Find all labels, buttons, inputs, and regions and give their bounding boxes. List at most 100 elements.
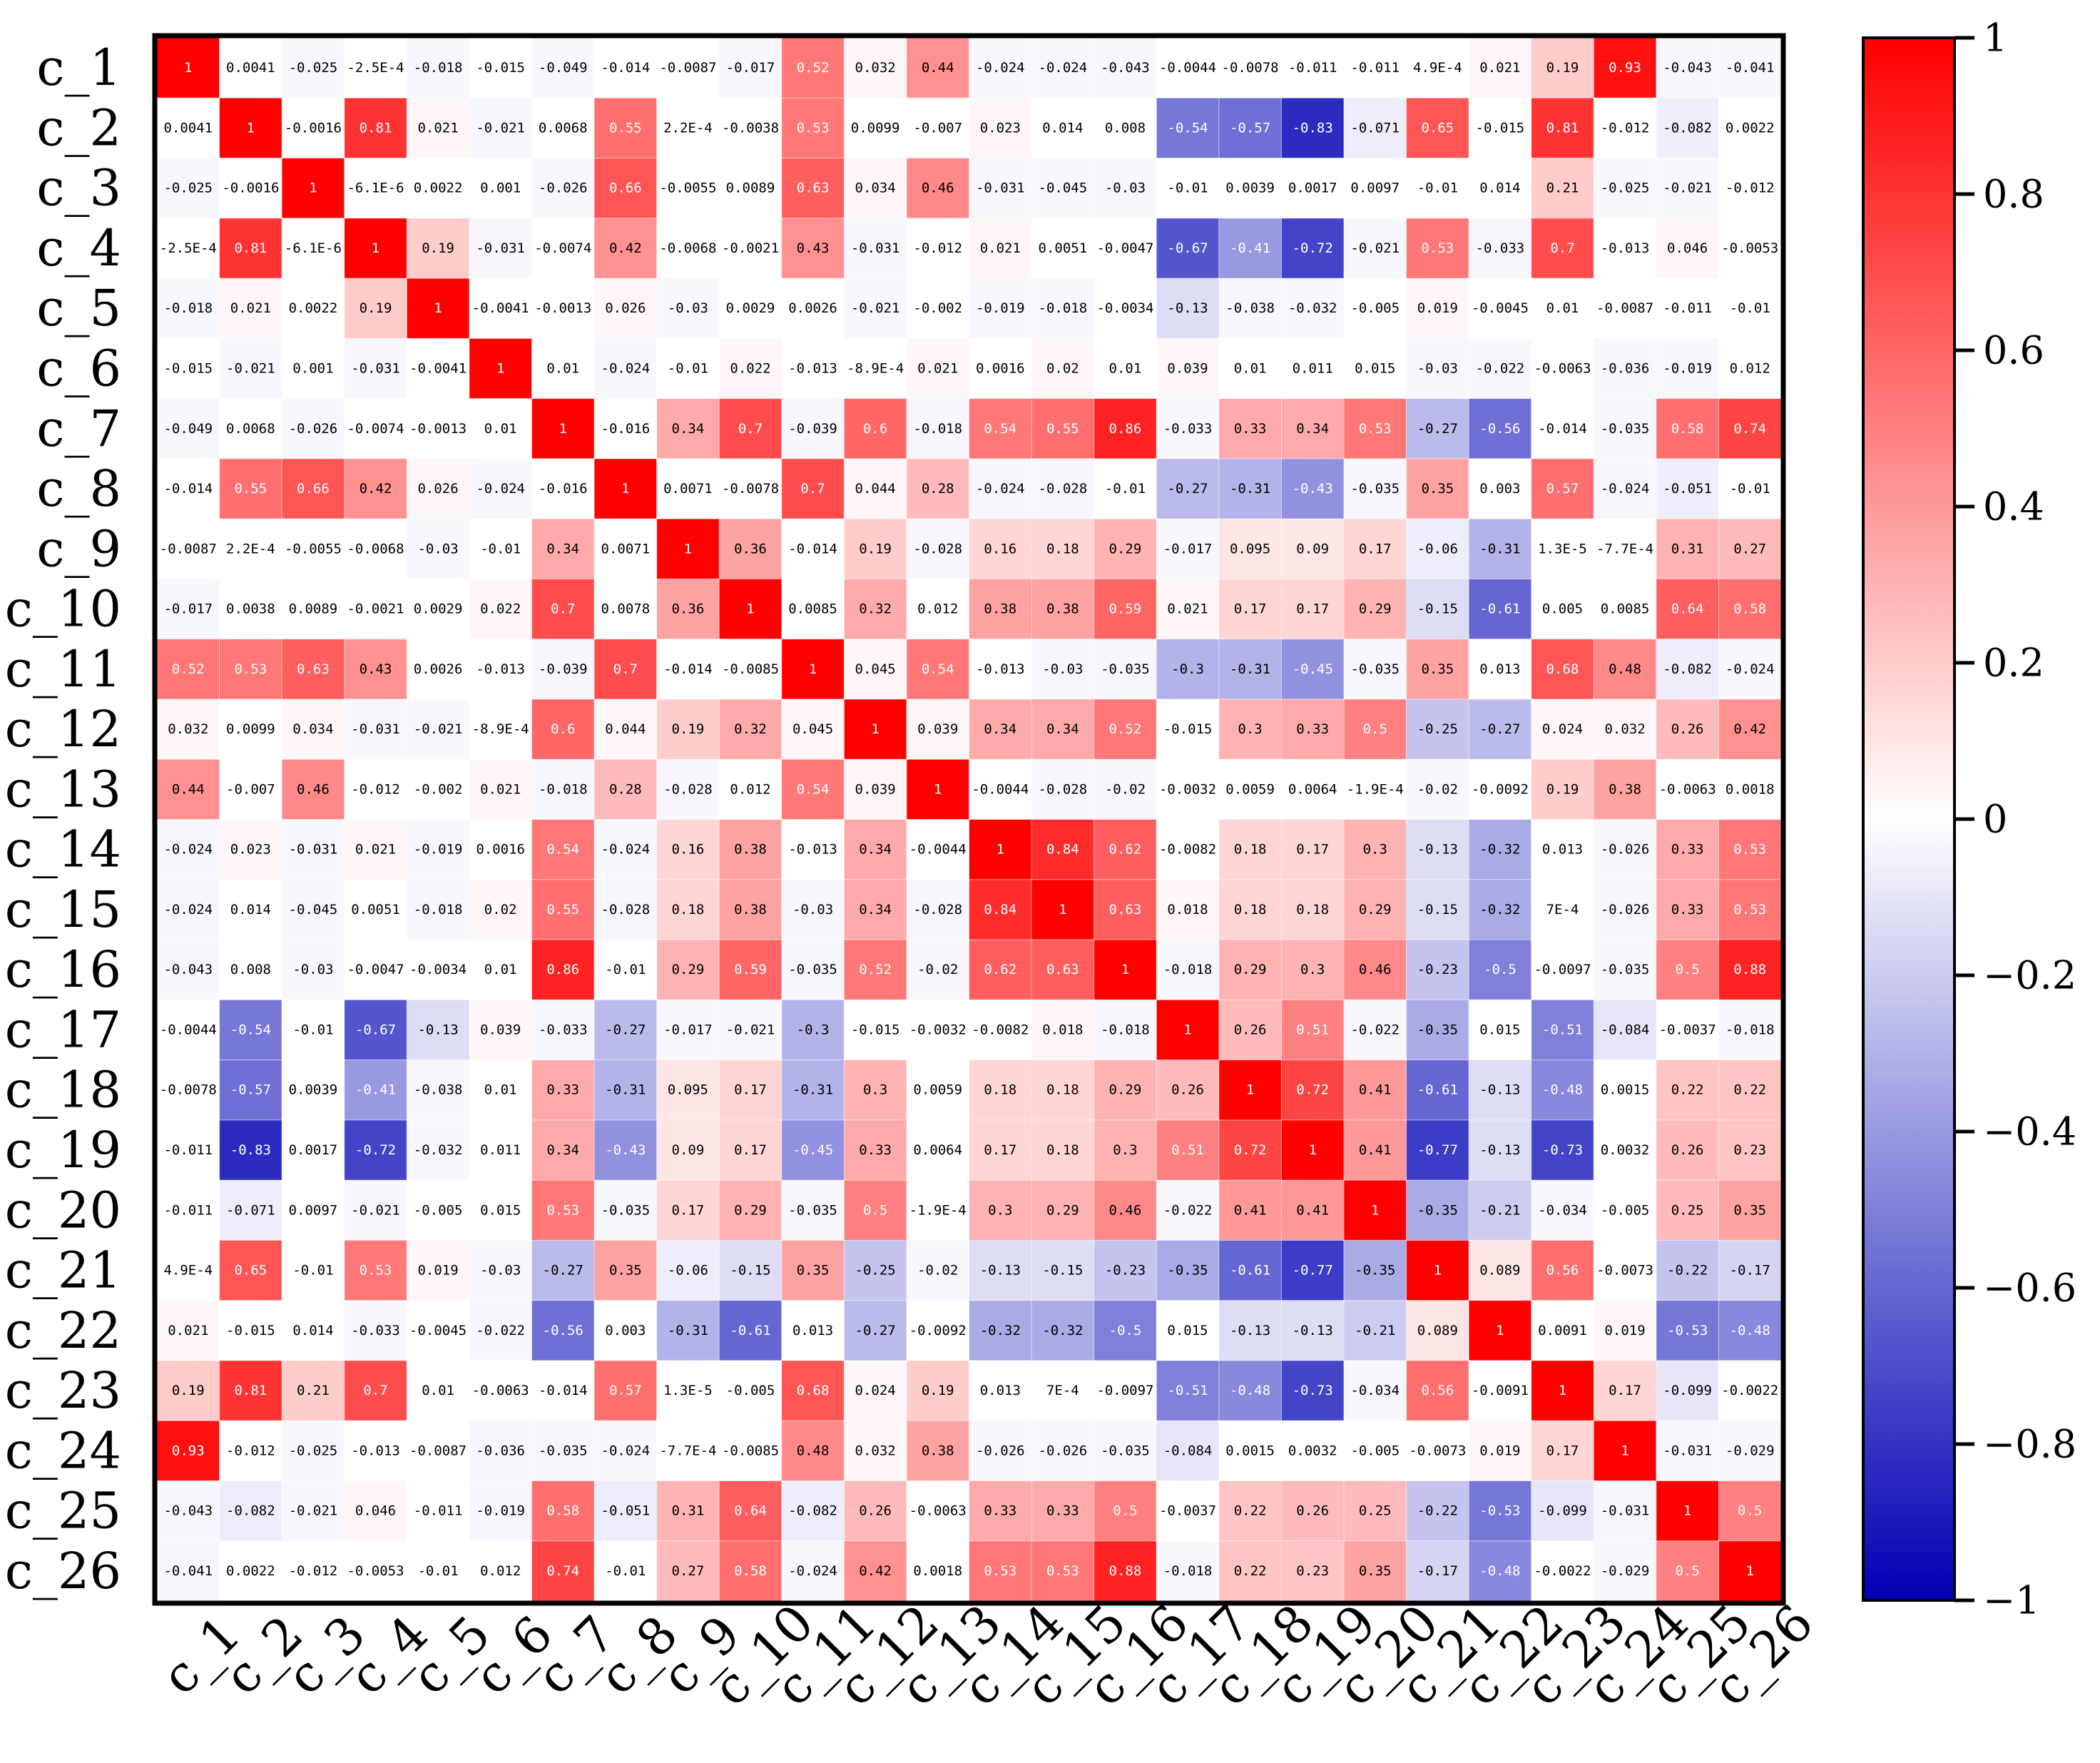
cell-value-label: -0.045: [1039, 181, 1088, 196]
heatmap-cell-c_19-c_15: [1031, 1119, 1095, 1182]
cell-value-label: 0.3: [1238, 721, 1262, 737]
cell-value-label: -0.018: [1163, 1563, 1213, 1579]
heatmap-cell-c_25-c_26: [1718, 1480, 1783, 1542]
cell-value-label: -0.0032: [1159, 781, 1216, 797]
cell-value-label: 0.19: [422, 240, 454, 256]
cell-value-label: 0.74: [546, 1563, 579, 1579]
heatmap-cell-c_4-c_7: [531, 218, 596, 280]
cell-value-label: -0.051: [601, 1503, 651, 1519]
heatmap-cell-c_15-c_16: [1094, 879, 1158, 941]
cell-value-label: 0.0041: [163, 120, 213, 136]
cell-value-label: 0.015: [1167, 1323, 1208, 1338]
row-label-c_11: c_11: [5, 640, 121, 698]
cell-value-label: -0.071: [1350, 120, 1400, 136]
cell-value-label: -0.082: [1663, 661, 1712, 677]
heatmap-cell-c_10-c_22: [1468, 578, 1532, 640]
heatmap-cell-c_23-c_13: [906, 1360, 970, 1422]
heatmap-cell-c_18-c_20: [1343, 1060, 1407, 1121]
heatmap-cell-c_20-c_7: [531, 1179, 596, 1241]
heatmap-cell-c_12-c_20: [1343, 698, 1407, 761]
cell-value-label: 0.001: [480, 181, 521, 196]
cell-value-label: -0.005: [1350, 1443, 1400, 1458]
cell-value-label: 0.54: [984, 421, 1016, 437]
cell-value-label: 0.59: [734, 962, 767, 977]
heatmap-cell-c_4-c_13: [906, 218, 970, 280]
heatmap-cell-c_3-c_18: [1218, 158, 1283, 219]
heatmap-cell-c_18-c_6: [469, 1060, 533, 1121]
heatmap-cell-c_11-c_4: [344, 639, 408, 701]
cell-value-label: 0.81: [360, 120, 392, 136]
cell-value-label: 0.16: [984, 541, 1016, 557]
cell-value-label: 1: [1121, 962, 1129, 977]
heatmap-cell-c_4-c_20: [1343, 218, 1407, 280]
heatmap-cell-c_21-c_5: [406, 1239, 470, 1301]
heatmap-cell-c_14-c_25: [1656, 819, 1720, 880]
cell-value-label: -0.021: [476, 120, 525, 136]
cell-value-label: -0.014: [601, 60, 651, 76]
heatmap-cell-c_22-c_10: [718, 1300, 783, 1362]
cell-value-label: 0.48: [1609, 661, 1641, 677]
cell-value-label: -0.005: [414, 1202, 463, 1218]
heatmap-cell-c_14-c_23: [1531, 819, 1595, 880]
heatmap-cell-c_4-c_4: [344, 218, 408, 280]
heatmap-cell-c_16-c_19: [1280, 939, 1345, 1001]
heatmap-cell-c_15-c_19: [1280, 879, 1345, 941]
cell-value-label: 1: [1496, 1323, 1504, 1338]
heatmap-cell-c_14-c_5: [406, 819, 470, 880]
heatmap-cell-c_13-c_19: [1280, 758, 1345, 820]
heatmap-cell-c_23-c_15: [1031, 1360, 1095, 1422]
cell-value-label: 0.62: [1109, 842, 1142, 858]
cell-value-label: -0.57: [230, 1082, 271, 1098]
cell-value-label: 0.34: [859, 842, 892, 858]
cell-value-label: 0.026: [605, 300, 646, 316]
cell-value-label: -0.031: [1663, 1443, 1712, 1458]
heatmap-cell-c_10-c_3: [281, 578, 345, 640]
heatmap-cell-c_2-c_23: [1531, 97, 1595, 159]
heatmap-cell-c_17-c_20: [1343, 999, 1407, 1061]
heatmap-cell-c_21-c_25: [1656, 1239, 1720, 1301]
heatmap-cell-c_5-c_11: [781, 278, 845, 340]
heatmap-cell-c_19-c_25: [1656, 1119, 1720, 1182]
heatmap-cell-c_15-c_14: [969, 879, 1033, 941]
heatmap-cell-c_11-c_22: [1468, 639, 1532, 701]
colorbar-ticks: 1 0.8 0.6 0.4 0.2 0 −0.2 −0.4 −0.6 −0.8 −1: [1954, 16, 2076, 1623]
cell-value-label: -0.043: [1663, 60, 1712, 76]
cell-value-label: 0.0029: [726, 300, 775, 316]
cell-value-label: 0.0091: [1538, 1323, 1587, 1338]
row-label-c_14: c_14: [5, 820, 121, 879]
cell-value-label: -0.021: [351, 1202, 400, 1218]
heatmap-cell-c_7-c_8: [593, 398, 658, 459]
cell-value-label: -0.0087: [659, 60, 716, 76]
heatmap-cell-c_20-c_13: [906, 1179, 970, 1241]
heatmap-cell-c_15-c_11: [781, 879, 845, 941]
heatmap-cell-c_25-c_20: [1343, 1480, 1407, 1542]
heatmap-cell-c_19-c_10: [718, 1119, 783, 1182]
cell-value-label: 0.032: [855, 1443, 896, 1458]
heatmap-cell-c_16-c_11: [781, 939, 845, 1001]
cell-value-label: -0.025: [289, 1443, 338, 1458]
heatmap-cell-c_21-c_3: [281, 1239, 345, 1301]
heatmap-cell-c_26-c_14: [969, 1540, 1033, 1602]
cell-value-label: 0.0017: [1288, 181, 1337, 196]
heatmap-cell-c_8-c_20: [1343, 458, 1407, 520]
cell-value-label: 0.0026: [788, 300, 837, 316]
cell-value-label: -0.033: [351, 1323, 400, 1338]
heatmap-cell-c_26-c_2: [219, 1540, 283, 1602]
cell-value-label: 0.0016: [976, 360, 1025, 376]
cell-value-label: 0.29: [672, 962, 705, 977]
heatmap-cell-c_23-c_21: [1406, 1360, 1470, 1422]
heatmap-cell-c_20-c_24: [1593, 1179, 1657, 1241]
cell-value-label: -0.0016: [222, 181, 279, 196]
cell-value-label: 0.09: [672, 1142, 705, 1158]
heatmap-cell-c_17-c_11: [781, 999, 845, 1061]
cell-value-label: 0.0089: [726, 181, 775, 196]
cell-value-label: 0.032: [168, 721, 208, 737]
cell-value-label: -0.035: [1350, 481, 1400, 497]
cell-value-label: 0.38: [1046, 601, 1079, 617]
cell-value-label: -0.0068: [347, 541, 404, 557]
heatmap-cell-c_3-c_26: [1718, 158, 1783, 219]
cell-value-label: 0.024: [855, 1383, 896, 1398]
heatmap-cell-c_12-c_26: [1718, 698, 1783, 761]
cell-value-label: -0.35: [1417, 1202, 1458, 1218]
cell-value-label: 0.014: [1479, 181, 1520, 196]
